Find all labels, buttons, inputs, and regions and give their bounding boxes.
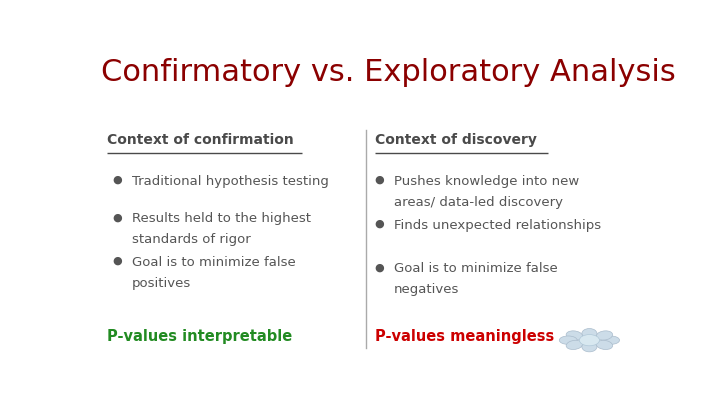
Text: Results held to the highest
standards of rigor: Results held to the highest standards of…: [132, 212, 311, 246]
Ellipse shape: [582, 342, 597, 352]
Text: ●: ●: [374, 175, 384, 185]
Text: ●: ●: [112, 212, 122, 222]
Text: Goal is to minimize false
positives: Goal is to minimize false positives: [132, 256, 296, 290]
Text: Finds unexpected relationships: Finds unexpected relationships: [394, 219, 601, 232]
Text: ●: ●: [374, 219, 384, 228]
Circle shape: [580, 335, 600, 346]
Text: Context of discovery: Context of discovery: [374, 133, 536, 147]
Text: ●: ●: [112, 175, 122, 185]
Ellipse shape: [596, 340, 613, 350]
Ellipse shape: [582, 328, 597, 339]
Text: P-values meaningless: P-values meaningless: [374, 329, 554, 344]
Text: Goal is to minimize false
negatives: Goal is to minimize false negatives: [394, 262, 558, 296]
Text: Confirmatory vs. Exploratory Analysis: Confirmatory vs. Exploratory Analysis: [101, 58, 676, 87]
Text: Context of confirmation: Context of confirmation: [107, 133, 294, 147]
Text: ●: ●: [112, 256, 122, 266]
Ellipse shape: [602, 336, 619, 344]
Text: ●: ●: [374, 262, 384, 272]
Ellipse shape: [566, 331, 582, 340]
Ellipse shape: [566, 340, 582, 350]
Text: Traditional hypothesis testing: Traditional hypothesis testing: [132, 175, 329, 188]
Text: Pushes knowledge into new
areas/ data-led discovery: Pushes knowledge into new areas/ data-le…: [394, 175, 580, 209]
Text: P-values interpretable: P-values interpretable: [107, 329, 292, 344]
Ellipse shape: [559, 336, 577, 344]
Ellipse shape: [596, 331, 613, 340]
